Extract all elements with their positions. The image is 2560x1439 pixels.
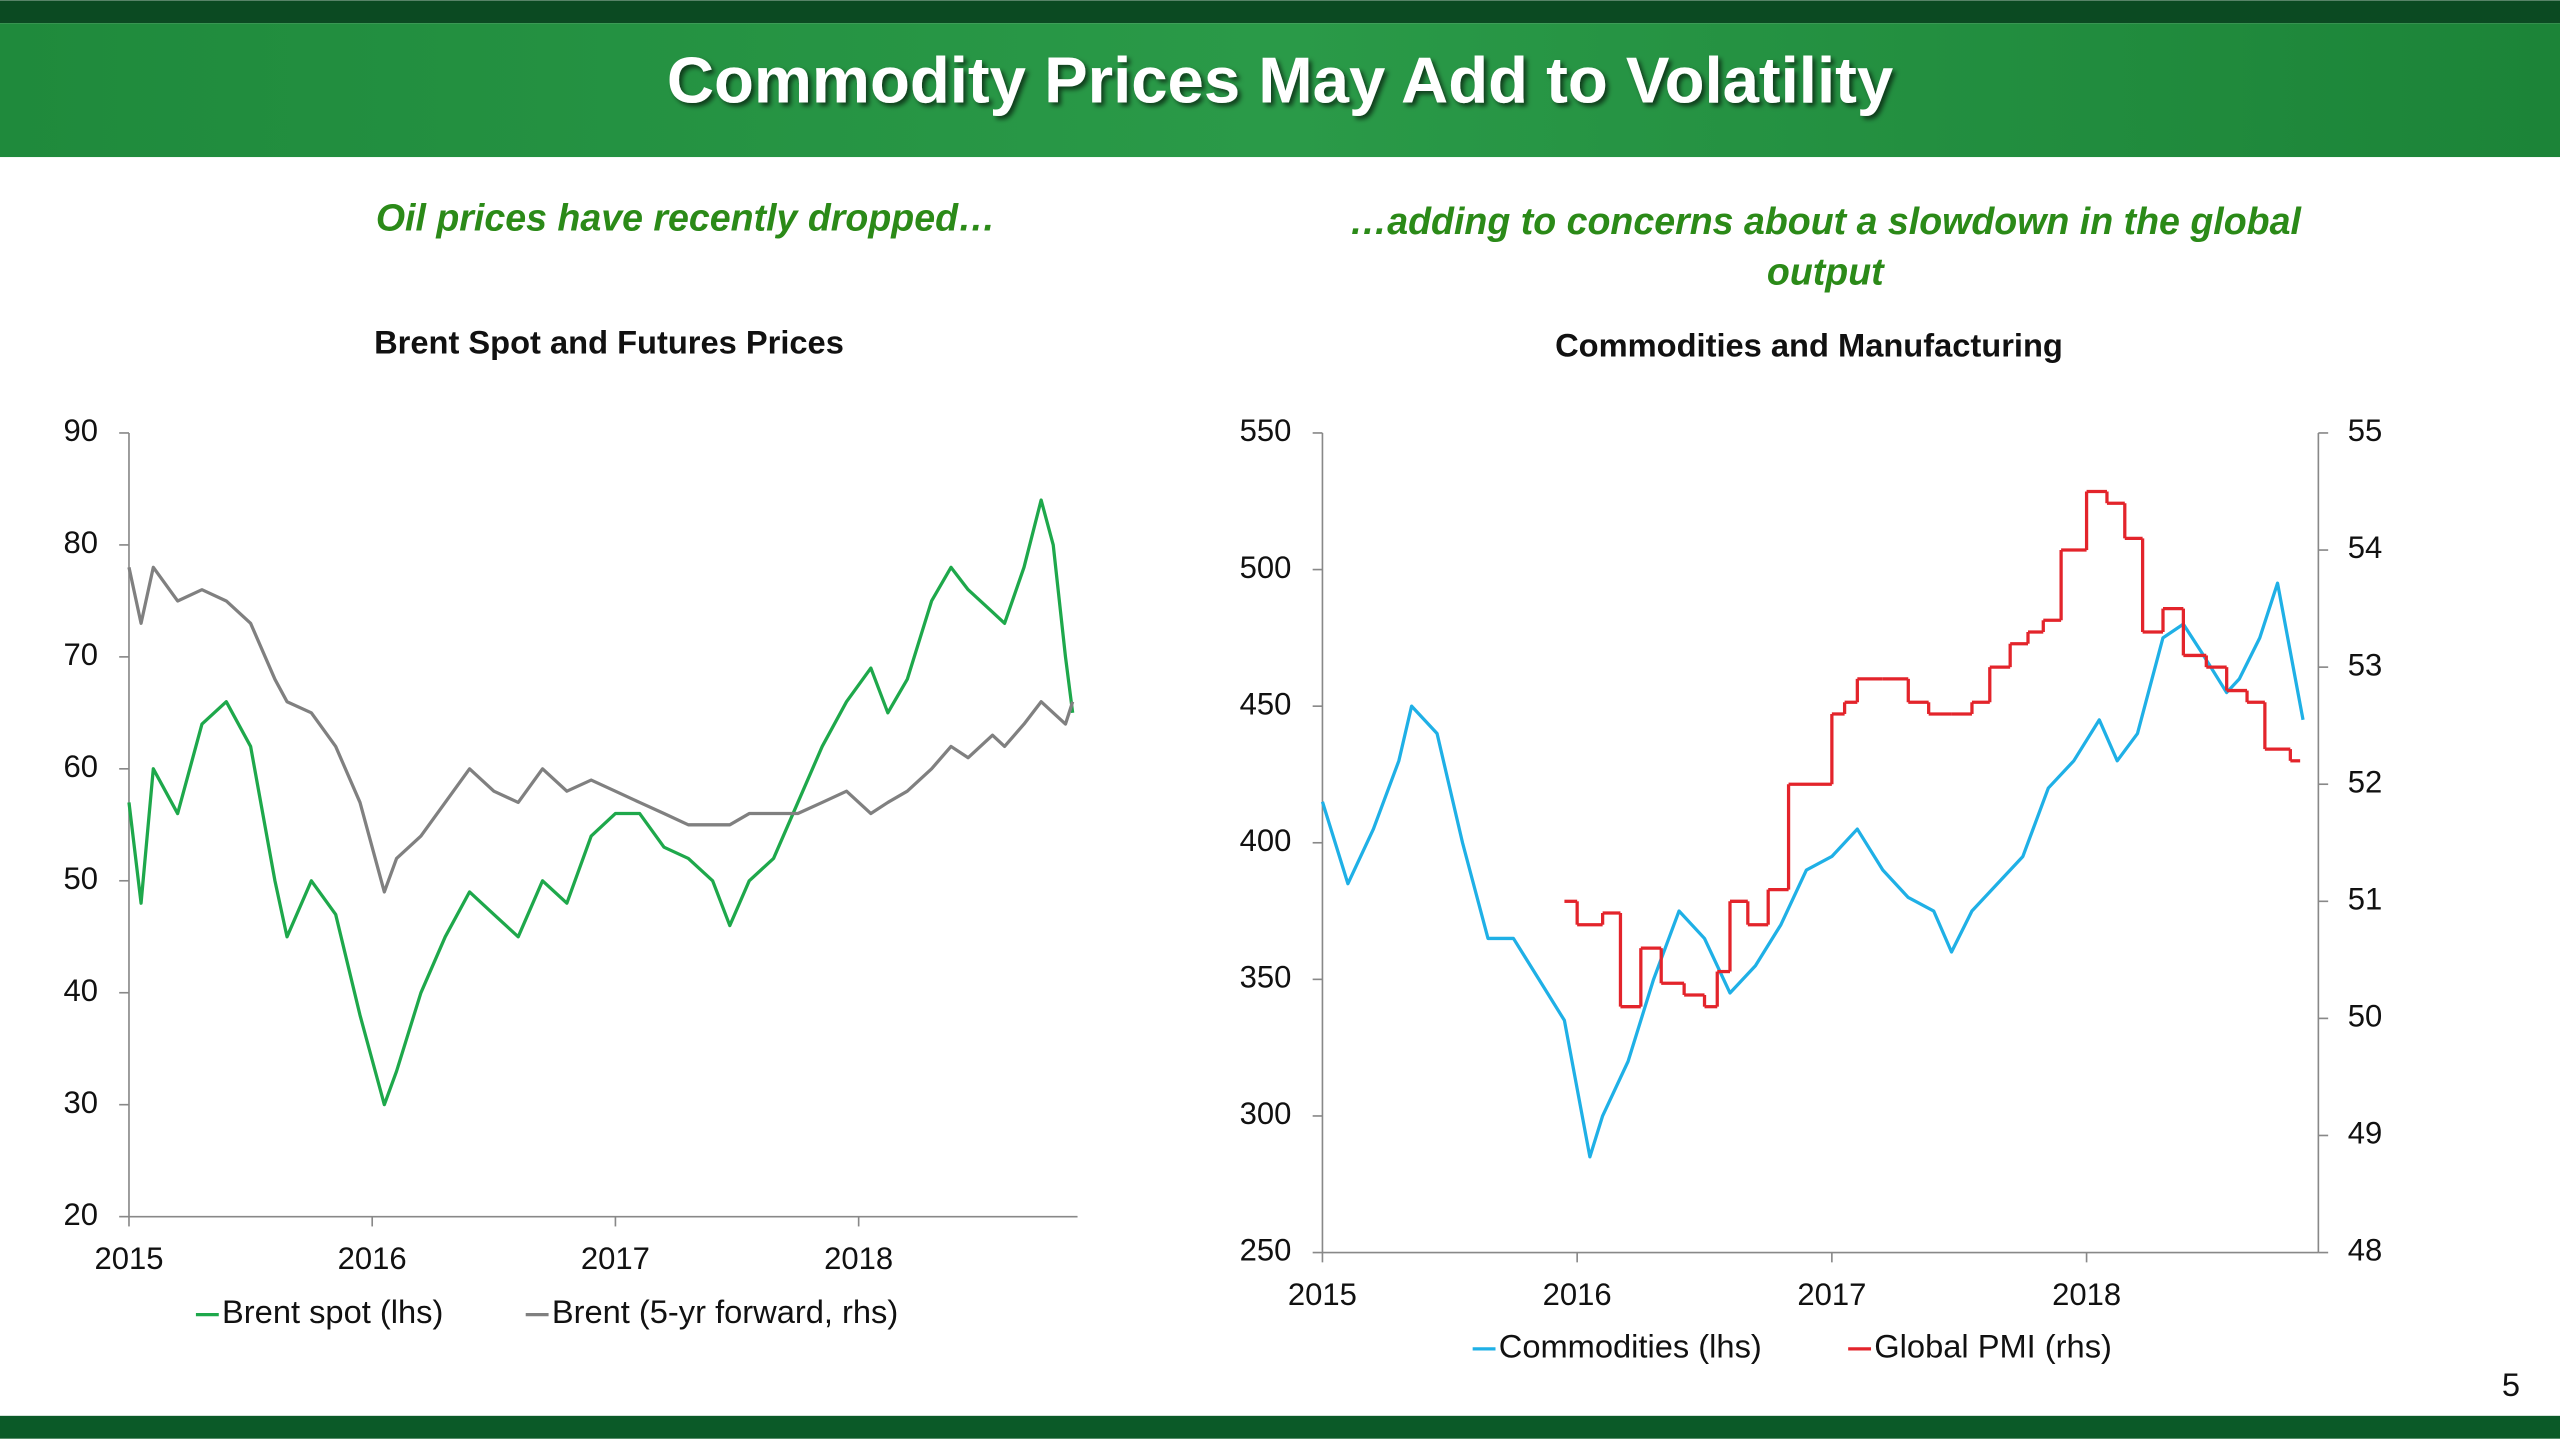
step-line xyxy=(1564,489,2301,1009)
legend-label: Brent spot (lhs) xyxy=(222,1293,443,1330)
y2-tick-label: 52 xyxy=(2348,764,2383,799)
y2-tick-label: 55 xyxy=(2348,413,2383,448)
chart-title: Brent Spot and Futures Prices xyxy=(374,323,844,360)
chart-subtitle: …adding to concerns about a slowdown in … xyxy=(1350,200,2303,293)
x-tick-label: 2015 xyxy=(94,1241,163,1276)
y2-tick-label: 50 xyxy=(2348,999,2383,1034)
y-tick-label: 70 xyxy=(63,637,97,672)
legend-label: Global PMI (rhs) xyxy=(1874,1328,2112,1365)
y-tick-label: 80 xyxy=(63,525,97,560)
y-tick-label: 30 xyxy=(63,1085,97,1120)
slide-title: Commodity Prices May Add to Volatility xyxy=(667,43,1893,116)
header-band xyxy=(0,23,2560,158)
y2-tick-label: 49 xyxy=(2348,1116,2383,1151)
y-tick-label: 500 xyxy=(1240,550,1292,585)
y-tick-label: 250 xyxy=(1240,1233,1292,1268)
y2-tick-label: 53 xyxy=(2348,647,2383,682)
series-line xyxy=(1320,581,2305,1159)
y-tick-label: 450 xyxy=(1240,686,1292,721)
chart-subtitle: Oil prices have recently dropped… xyxy=(376,197,996,239)
y2-tick-label: 54 xyxy=(2348,530,2383,565)
y-tick-label: 300 xyxy=(1240,1096,1292,1131)
x-tick-label: 2018 xyxy=(2052,1277,2121,1312)
x-tick-label: 2018 xyxy=(824,1241,893,1276)
y-tick-label: 60 xyxy=(63,749,97,784)
series-line xyxy=(127,498,1075,1107)
x-tick-label: 2016 xyxy=(338,1241,407,1276)
series-line xyxy=(127,565,1075,894)
x-tick-label: 2016 xyxy=(1543,1277,1612,1312)
y-tick-label: 350 xyxy=(1240,960,1292,995)
legend-label: Commodities (lhs) xyxy=(1499,1328,1762,1365)
y-tick-label: 20 xyxy=(63,1197,97,1232)
x-tick-label: 2015 xyxy=(1288,1277,1357,1312)
y-tick-label: 50 xyxy=(63,861,97,896)
y-tick-label: 90 xyxy=(63,413,97,448)
x-tick-label: 2017 xyxy=(1797,1277,1866,1312)
legend-label: Brent (5-yr forward, rhs) xyxy=(552,1293,898,1330)
footer-band xyxy=(0,1415,2560,1439)
y-tick-label: 550 xyxy=(1240,413,1292,448)
page-number: 5 xyxy=(2502,1366,2520,1403)
chart-title: Commodities and Manufacturing xyxy=(1555,327,2063,364)
y2-tick-label: 51 xyxy=(2348,881,2383,916)
x-tick-label: 2017 xyxy=(581,1241,650,1276)
header-top-band xyxy=(0,0,2560,24)
y-tick-label: 400 xyxy=(1240,823,1292,858)
y2-tick-label: 48 xyxy=(2348,1233,2383,1268)
y-tick-label: 40 xyxy=(63,973,97,1008)
